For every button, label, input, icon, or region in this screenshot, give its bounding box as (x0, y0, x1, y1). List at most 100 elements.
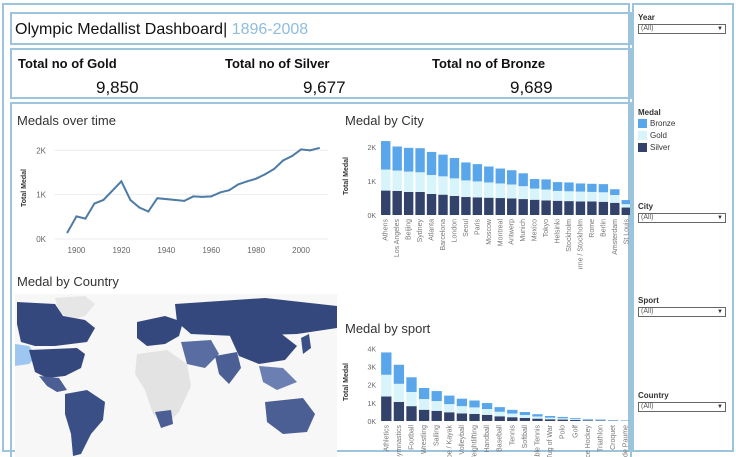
bar-gold[interactable] (507, 184, 516, 198)
bar-silver[interactable] (553, 201, 562, 215)
bar-gold[interactable] (406, 392, 416, 406)
bar-gold[interactable] (404, 172, 413, 192)
bar-gold[interactable] (484, 182, 493, 197)
bar-bronze[interactable] (532, 414, 542, 416)
bar-gold[interactable] (599, 192, 608, 201)
bar-silver[interactable] (444, 412, 454, 421)
bar-silver[interactable] (530, 200, 539, 215)
bar-bronze[interactable] (444, 396, 454, 405)
data-point[interactable] (291, 155, 293, 157)
bar-gold[interactable] (438, 176, 447, 194)
bar-gold[interactable] (530, 189, 539, 200)
bar-gold[interactable] (622, 204, 631, 207)
bar-gold[interactable] (495, 412, 505, 417)
bar-silver[interactable] (415, 192, 424, 215)
bar-gold[interactable] (381, 170, 390, 191)
bar-silver[interactable] (450, 196, 459, 215)
bar-bronze[interactable] (484, 167, 493, 183)
bar-silver[interactable] (599, 202, 608, 215)
bar-gold[interactable] (392, 171, 401, 191)
bar-gold[interactable] (564, 191, 573, 201)
bar-silver[interactable] (564, 201, 573, 215)
bar-gold[interactable] (381, 375, 391, 397)
data-point[interactable] (282, 160, 284, 162)
bar-gold[interactable] (419, 399, 429, 410)
bar-silver[interactable] (583, 420, 593, 421)
bar-silver[interactable] (507, 417, 517, 421)
bar-gold[interactable] (444, 404, 454, 412)
bar-silver[interactable] (406, 406, 416, 421)
sport-filter-select[interactable]: (All)▼ (638, 307, 726, 317)
bar-silver[interactable] (381, 397, 391, 421)
bar-silver[interactable] (438, 195, 447, 215)
bar-bronze[interactable] (587, 184, 596, 192)
bar-bronze[interactable] (394, 365, 404, 384)
bar-silver[interactable] (558, 420, 568, 421)
data-point[interactable] (93, 203, 95, 205)
bar-bronze[interactable] (541, 179, 550, 189)
legend-silver[interactable]: Silver (638, 143, 670, 152)
bar-gold[interactable] (507, 414, 517, 418)
country-filter-select[interactable]: (All)▼ (638, 402, 726, 412)
bar-gold[interactable] (432, 401, 442, 411)
bar-silver[interactable] (457, 413, 467, 421)
bar-gold[interactable] (545, 418, 555, 420)
legend-gold[interactable]: Gold (638, 131, 667, 140)
bar-bronze[interactable] (570, 418, 580, 419)
bar-gold[interactable] (482, 409, 492, 415)
bar-silver[interactable] (469, 414, 479, 421)
bar-gold[interactable] (450, 178, 459, 196)
bar-silver[interactable] (482, 415, 492, 421)
bar-bronze[interactable] (392, 146, 401, 170)
bar-bronze[interactable] (622, 200, 631, 204)
bar-silver[interactable] (394, 402, 404, 421)
bar-bronze[interactable] (432, 391, 442, 401)
data-point[interactable] (138, 207, 140, 209)
bar-silver[interactable] (545, 419, 555, 421)
bar-bronze[interactable] (469, 401, 479, 408)
bar-bronze[interactable] (473, 164, 482, 181)
bar-silver[interactable] (495, 416, 505, 421)
bar-gold[interactable] (394, 384, 404, 402)
bar-gold[interactable] (461, 180, 470, 197)
data-point[interactable] (183, 200, 185, 202)
bar-gold[interactable] (520, 415, 530, 418)
data-point[interactable] (273, 168, 275, 170)
bar-gold[interactable] (496, 183, 505, 198)
data-point[interactable] (84, 218, 86, 220)
bar-silver[interactable] (484, 198, 493, 215)
bar-bronze[interactable] (610, 189, 619, 195)
bar-silver[interactable] (622, 208, 631, 215)
bar-bronze[interactable] (507, 170, 516, 184)
bar-bronze[interactable] (381, 141, 390, 169)
bar-bronze[interactable] (438, 155, 447, 177)
bar-silver[interactable] (520, 418, 530, 421)
bar-bronze[interactable] (553, 182, 562, 191)
bar-silver[interactable] (496, 198, 505, 215)
bar-silver[interactable] (570, 420, 580, 421)
bar-bronze[interactable] (496, 169, 505, 184)
bar-gold[interactable] (541, 190, 550, 201)
bar-silver[interactable] (541, 200, 550, 215)
bar-bronze[interactable] (518, 173, 527, 186)
bar-silver[interactable] (507, 198, 516, 215)
bar-gold[interactable] (532, 416, 542, 418)
data-point[interactable] (255, 178, 257, 180)
map-region-russia[interactable] (175, 298, 337, 336)
bar-bronze[interactable] (545, 416, 555, 418)
bar-silver[interactable] (404, 192, 413, 215)
bar-silver[interactable] (419, 410, 429, 421)
bar-silver[interactable] (473, 197, 482, 215)
bar-silver[interactable] (595, 420, 605, 421)
legend-bronze[interactable]: Bronze (638, 119, 675, 128)
bar-bronze[interactable] (381, 352, 391, 374)
bar-gold[interactable] (553, 191, 562, 201)
data-point[interactable] (129, 199, 131, 201)
bar-bronze[interactable] (558, 417, 568, 418)
bar-bronze[interactable] (457, 399, 467, 406)
bar-gold[interactable] (558, 418, 568, 419)
bar-gold[interactable] (469, 407, 479, 414)
year-filter-select[interactable]: (All)▼ (638, 24, 726, 34)
bar-gold[interactable] (610, 195, 619, 203)
data-point[interactable] (318, 147, 320, 149)
